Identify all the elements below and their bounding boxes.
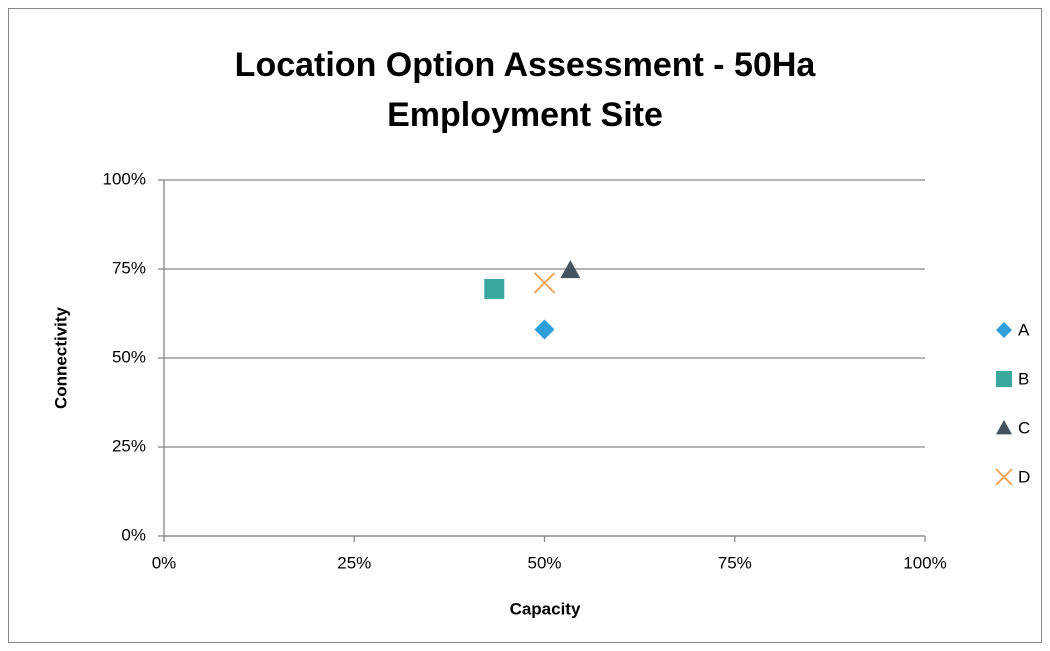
x-tick-label: 50% (527, 553, 561, 572)
legend-label: B (1018, 369, 1029, 388)
marker-triangle (996, 420, 1012, 435)
marker-square (996, 371, 1012, 387)
x-axis-label: Capacity (510, 599, 581, 618)
marker-diamond (534, 319, 555, 340)
legend-label: C (1018, 418, 1030, 437)
marker-x (533, 272, 556, 294)
x-tick-label: 75% (718, 553, 752, 572)
legend-label: A (1018, 320, 1030, 339)
y-axis-label: Connectivity (51, 306, 70, 409)
chart-title: Location Option Assessment - 50Ha Employ… (234, 46, 816, 134)
marker-square (484, 278, 505, 299)
y-tick-label: 50% (112, 347, 146, 366)
y-tick-label: 25% (112, 436, 146, 455)
x-tick-label: 0% (152, 553, 177, 572)
legend-label: D (1018, 467, 1030, 486)
y-tick-label: 100% (103, 169, 146, 188)
y-tick-label: 0% (121, 525, 146, 544)
y-tick-label: 75% (112, 258, 146, 277)
x-tick-label: 25% (337, 553, 371, 572)
x-tick-label: 100% (903, 553, 946, 572)
marker-x (995, 468, 1013, 486)
marker-triangle (560, 260, 581, 279)
chart-border (8, 8, 1042, 643)
marker-diamond (996, 322, 1012, 338)
